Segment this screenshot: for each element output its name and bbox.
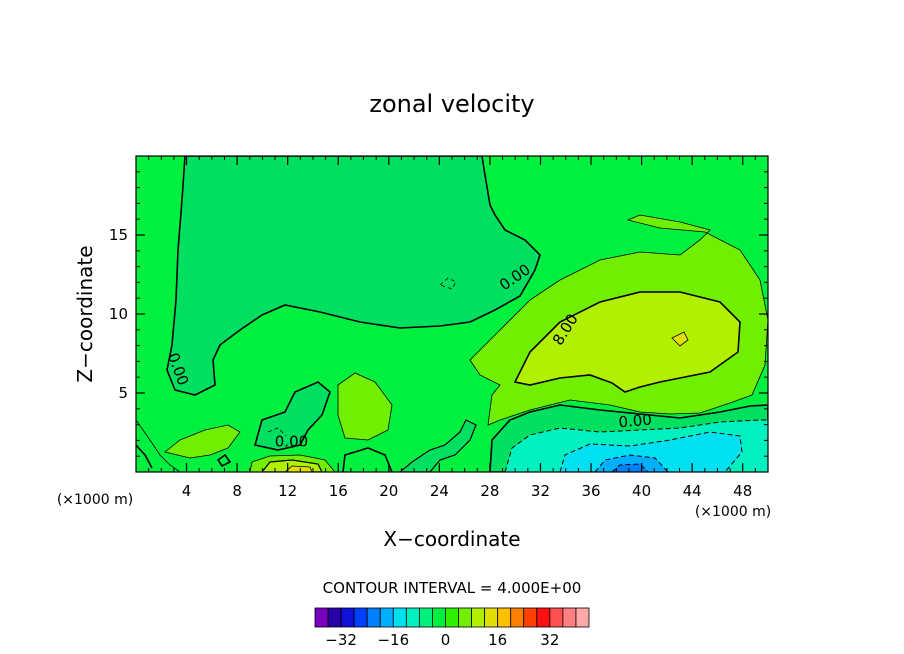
x-tick-label: 28	[480, 482, 499, 500]
colorbar-swatch	[366, 607, 381, 628]
contour-band-12-to-16	[671, 331, 689, 347]
contour-band-12-to-16	[284, 465, 313, 472]
x-tick-label: 48	[733, 482, 752, 500]
colorbar-swatch	[353, 607, 368, 628]
colorbar: −32 −16 0 16 32	[314, 607, 590, 649]
colorbar-swatch	[418, 607, 433, 628]
contour-band-4-to-8	[337, 372, 393, 441]
contour-band-neg-16	[594, 454, 669, 472]
x-tick-label: 40	[632, 482, 651, 500]
contour-band-neg-upper	[166, 156, 541, 396]
colorbar-swatch	[432, 607, 446, 628]
colorbar-swatch	[523, 607, 538, 628]
contour-line-detail	[267, 427, 287, 437]
colorbar-swatch	[340, 607, 355, 628]
x-tick-label: 36	[581, 482, 600, 500]
x-tick-label: 4	[182, 482, 192, 500]
colorbar-swatch	[497, 607, 512, 628]
x-unit-label-right: (×1000 m)	[695, 504, 771, 520]
colorbar-tick-label: −16	[377, 631, 409, 649]
contour-field	[136, 156, 768, 472]
y-tick-label: 5	[118, 384, 128, 402]
colorbar-swatch	[458, 607, 472, 628]
contour-interval-label: CONTOUR INTERVAL = 4.000E+00	[323, 579, 582, 597]
contour-label: 0.00	[618, 411, 653, 432]
contour-band-8-to-12	[513, 291, 741, 393]
colorbar-swatch	[379, 607, 394, 628]
x-tick-label: 24	[430, 482, 449, 500]
x-tick-label: 8	[232, 482, 242, 500]
contour-label: 0.00	[275, 432, 308, 450]
colorbar-swatch	[471, 607, 486, 628]
colorbar-swatch	[484, 607, 499, 628]
x-tick-label: 12	[278, 482, 297, 500]
y-tick-label: 10	[109, 305, 128, 323]
colorbar-tick-label: 0	[441, 631, 451, 649]
colorbar-swatch	[562, 607, 577, 628]
colorbar-swatch	[405, 607, 420, 628]
x-tick-label: 32	[531, 482, 550, 500]
y-tick-label: 15	[109, 226, 128, 244]
contour-band-neg-20	[611, 463, 649, 472]
contour-line-detail	[216, 453, 232, 468]
colorbar-swatch	[575, 607, 590, 628]
contour-line-detail	[342, 447, 393, 472]
chart-title: zonal velocity	[369, 90, 534, 118]
contour-line-detail	[136, 419, 181, 472]
y-axis-label: Z−coordinate	[73, 245, 97, 382]
contour-band-neg-left	[254, 381, 331, 451]
x-axis-label: X−coordinate	[383, 527, 520, 551]
colorbar-tick-label: 32	[540, 631, 559, 649]
x-tick-label: 44	[683, 482, 702, 500]
colorbar-swatch	[327, 607, 342, 628]
contour-line-detail	[136, 444, 153, 469]
colorbar-swatch	[392, 607, 407, 628]
contour-band-4-to-8	[164, 424, 241, 459]
colorbar-swatch	[445, 607, 459, 628]
colorbar-tick-label: −32	[325, 631, 357, 649]
colorbar-swatch	[510, 607, 525, 628]
x-tick-label: 20	[379, 482, 398, 500]
contour-line-detail	[439, 277, 457, 290]
colorbar-tick-label: 16	[488, 631, 507, 649]
colorbar-swatch	[549, 607, 564, 628]
x-unit-label-left: (×1000 m)	[57, 492, 133, 508]
colorbar-swatch	[314, 607, 329, 628]
colorbar-swatch	[536, 607, 551, 628]
contour-band-neg-right	[399, 419, 477, 472]
x-tick-label: 16	[329, 482, 348, 500]
